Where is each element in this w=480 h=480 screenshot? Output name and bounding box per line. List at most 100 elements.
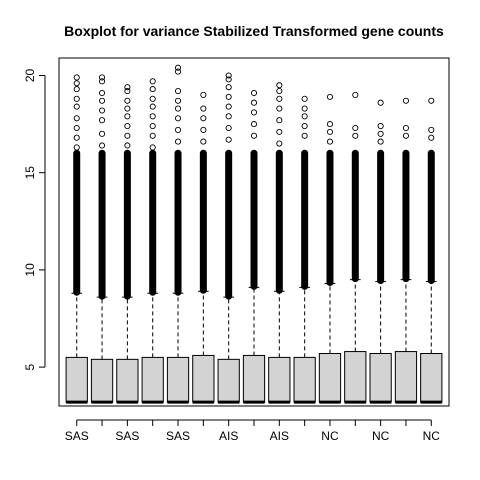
outlier-point	[402, 124, 409, 132]
outlier-point	[301, 122, 308, 130]
outlier-point	[73, 134, 80, 141]
outlier-point	[377, 138, 384, 145]
box-iqr	[192, 354, 215, 403]
outlier-point	[73, 124, 80, 132]
box-iqr	[394, 351, 418, 403]
x-tick-label: AIS	[270, 429, 289, 443]
outlier-point	[276, 88, 283, 95]
outlier-point	[352, 124, 359, 132]
y-tick-label: 15	[23, 166, 37, 180]
outlier-point	[250, 121, 258, 128]
outlier-point	[276, 95, 283, 102]
x-tick-label: NC	[321, 429, 339, 443]
outlier-point	[250, 99, 258, 106]
outlier-point	[225, 93, 232, 100]
boxes-group	[65, 64, 443, 404]
outlier-point	[276, 105, 283, 112]
outlier-point	[200, 138, 207, 145]
outlier-point	[174, 138, 182, 145]
box-iqr	[65, 356, 88, 403]
outlier-point	[326, 138, 334, 145]
x-tick-label: SAS	[115, 429, 139, 443]
box-iqr	[293, 356, 316, 403]
box-6	[192, 91, 215, 404]
outlier-point	[99, 89, 106, 97]
outlier-point	[377, 130, 384, 137]
outlier-point	[73, 74, 80, 81]
outlier-point	[174, 105, 182, 112]
outlier-point	[73, 144, 80, 151]
plot-frame	[58, 57, 450, 407]
outlier-point	[174, 126, 182, 133]
x-tick-label: AIS	[219, 429, 238, 443]
outlier-point	[73, 115, 80, 122]
outlier-point	[149, 78, 156, 85]
outlier-point	[149, 86, 156, 93]
box-iqr	[268, 356, 291, 403]
box-12	[344, 91, 367, 404]
outlier-point	[124, 97, 131, 104]
outlier-point	[73, 80, 80, 87]
box-14	[394, 97, 418, 404]
outlier-point	[124, 113, 131, 120]
outlier-point	[73, 95, 80, 102]
outlier-point	[124, 142, 131, 149]
outlier-point	[149, 132, 156, 139]
outlier-point	[99, 142, 106, 149]
outlier-point	[326, 121, 334, 128]
outlier-point	[276, 82, 283, 89]
outlier-point	[124, 132, 131, 139]
outlier-point	[200, 115, 207, 122]
outlier-point	[99, 78, 106, 85]
outlier-point	[428, 126, 435, 133]
outlier-point	[276, 140, 283, 147]
box-iqr	[318, 353, 342, 403]
outlier-point	[301, 113, 308, 120]
outlier-point	[352, 91, 359, 98]
y-tick-label: 10	[23, 263, 37, 277]
outlier-point	[225, 136, 232, 143]
box-iqr	[369, 353, 392, 403]
outlier-point	[301, 95, 308, 102]
outlier-point	[149, 103, 156, 110]
outlier-point	[250, 109, 258, 116]
x-axis: SAS SAS SAS AIS AIS NC NC NC	[65, 419, 441, 443]
outlier-point	[124, 84, 131, 91]
box-iqr	[141, 356, 164, 403]
box-8	[242, 89, 266, 404]
outlier-point	[326, 93, 334, 100]
box-iqr	[344, 351, 367, 403]
box-5	[166, 64, 190, 404]
y-tick-label: 20	[23, 69, 37, 83]
outlier-point	[174, 64, 182, 71]
box-iqr	[242, 354, 266, 403]
box-13	[369, 99, 392, 404]
outlier-point	[250, 89, 258, 97]
outlier-point	[200, 126, 207, 133]
outlier-point	[402, 97, 409, 104]
x-tick-label: NC	[372, 429, 390, 443]
box-3	[116, 84, 139, 404]
box-iqr	[90, 358, 114, 403]
outlier-point	[200, 91, 207, 98]
y-tick-label: 5	[23, 363, 37, 370]
outlier-point	[174, 88, 182, 95]
outlier-point	[149, 113, 156, 120]
box-iqr	[217, 358, 240, 403]
outlier-point	[276, 117, 283, 124]
outlier-point	[428, 97, 435, 104]
box-iqr	[420, 353, 443, 403]
box-2	[90, 74, 114, 404]
box-10	[293, 95, 316, 404]
outlier-point	[73, 103, 80, 110]
outlier-point	[149, 144, 156, 151]
outlier-point	[174, 68, 182, 75]
outlier-point	[99, 117, 106, 124]
x-tick-label: NC	[423, 429, 441, 443]
outlier-point	[99, 107, 106, 114]
outlier-point	[225, 76, 232, 83]
outlier-point	[377, 99, 384, 106]
outlier-point	[377, 122, 384, 130]
outlier-point	[301, 132, 308, 139]
outlier-point	[428, 134, 435, 141]
